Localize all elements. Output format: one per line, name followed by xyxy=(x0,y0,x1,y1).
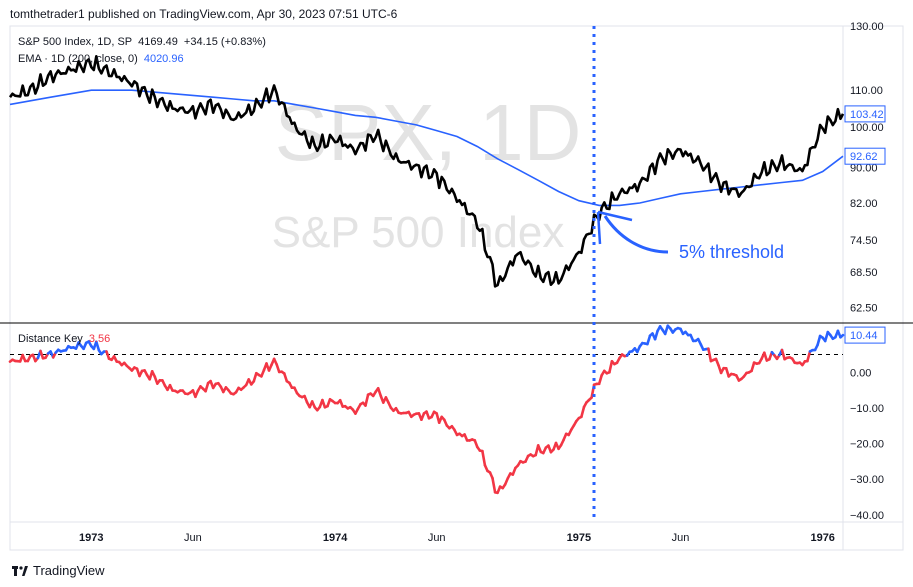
oscillator-axis-tick: −30.00 xyxy=(850,474,884,486)
oscillator-segment xyxy=(376,386,383,398)
oscillator-segment xyxy=(252,371,258,383)
price-axis-tick: 68.50 xyxy=(850,267,878,279)
oscillator-segment xyxy=(653,329,659,341)
oscillator-segment xyxy=(816,334,822,347)
tradingview-logo-icon xyxy=(12,565,28,576)
price-legend-symbol: S&P 500 Index, 1D, SP xyxy=(18,36,133,48)
price-legend-value: 4169.49 xyxy=(138,36,178,48)
oscillator-segment xyxy=(646,334,652,346)
oscillator-segment xyxy=(364,393,370,407)
ema-legend-value: 4020.96 xyxy=(143,53,184,65)
price-line xyxy=(8,55,845,288)
time-axis-tick: 1975 xyxy=(567,532,591,544)
price-pane xyxy=(8,55,845,288)
oscillator-legend: Distance Key 3.56 xyxy=(18,333,116,345)
oscillator-segment xyxy=(762,351,769,362)
oscillator-segment xyxy=(491,476,497,494)
oscillator-segment xyxy=(204,381,210,393)
price-axis-tick: 100.00 xyxy=(850,122,884,134)
time-axis-tick: 1973 xyxy=(79,532,103,544)
oscillator-segment xyxy=(707,347,713,363)
annotation-arrow xyxy=(603,215,669,254)
price-last-value-badge-box xyxy=(844,105,886,123)
time-axis-tick: Jun xyxy=(672,532,690,544)
oscillator-segment xyxy=(780,348,786,361)
oscillator-segment xyxy=(597,373,604,386)
oscillator-legend-value: 3.56 xyxy=(88,333,111,345)
ema-line xyxy=(9,89,844,207)
ema-last-value-badge: 92.62 xyxy=(850,151,878,163)
ema-legend-label: EMA · 1D (200, close, 0) xyxy=(18,53,138,65)
oscillator-segment xyxy=(275,363,281,374)
oscillator-pane xyxy=(8,324,845,495)
oscillator-segment xyxy=(481,449,487,467)
oscillator-segment xyxy=(608,359,614,374)
time-axis-tick: 1974 xyxy=(323,532,348,544)
oscillator-segment xyxy=(839,333,845,339)
oscillator-last-value-badge-box xyxy=(844,326,886,344)
publisher-line: tomthetrader1 published on TradingView.c… xyxy=(10,7,398,21)
oscillator-axis-tick: −40.00 xyxy=(850,510,884,522)
annotation-label: 5% threshold xyxy=(679,242,784,262)
axes: 130.00 110.00 100.00 90.00 82.00 74.50 68.50 62… xyxy=(79,21,886,544)
price-axis-tick: 62.50 xyxy=(850,302,878,314)
price-axis-tick: 74.50 xyxy=(850,235,878,247)
footer-brand: TradingView xyxy=(33,563,105,578)
price-legend: S&P 500 Index, 1D, SP 4169.49 +34.15 (+0.8… xyxy=(18,36,272,48)
price-last-value-badge: 103.42 xyxy=(850,109,884,121)
watermark-symbol: SPX, 1D xyxy=(275,88,582,177)
oscillator-segment xyxy=(95,340,101,352)
annotation-arrowhead xyxy=(596,210,633,245)
ema-last-value-badge-box xyxy=(844,147,886,165)
ema-legend: EMA · 1D (200, close, 0) 4020.96 xyxy=(18,53,190,65)
oscillator-legend-label: Distance Key xyxy=(18,333,83,345)
price-axis-tick: 90.00 xyxy=(850,162,878,174)
price-axis-tick: 82.00 xyxy=(850,198,878,210)
price-axis-tick: 130.00 xyxy=(850,21,884,33)
oscillator-axis-tick: 0.00 xyxy=(850,367,871,379)
oscillator-axis-tick: −10.00 xyxy=(850,403,884,415)
price-axis-tick: 110.00 xyxy=(850,85,883,97)
oscillator-last-value-badge: 10.44 xyxy=(850,330,878,342)
oscillator-segment xyxy=(580,405,586,419)
time-axis-tick: Jun xyxy=(184,532,202,544)
time-axis-tick: Jun xyxy=(428,532,446,544)
oscillator-axis-tick: −20.00 xyxy=(850,439,884,451)
oscillator-segment xyxy=(806,350,812,363)
footer[interactable]: TradingView xyxy=(12,563,105,578)
oscillator-segment xyxy=(282,372,289,383)
time-axis-tick: 1976 xyxy=(810,532,834,544)
chart-frame xyxy=(9,25,904,551)
watermark-name: S&P 500 Index xyxy=(272,208,565,257)
price-legend-change: +34.15 (+0.83%) xyxy=(183,36,266,48)
oscillator-segment xyxy=(750,361,756,373)
